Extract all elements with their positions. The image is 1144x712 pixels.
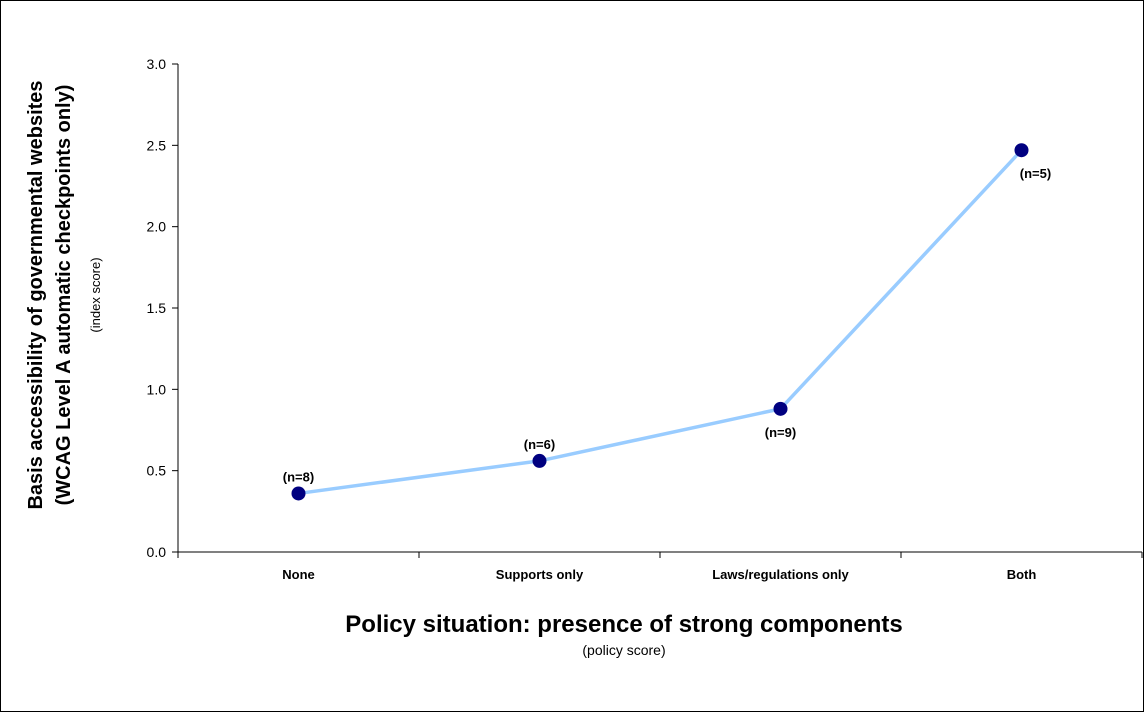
y-axis-subtitle: (index score) [88,257,103,332]
y-axis-ticks: 0.0 0.5 1.0 1.5 2.0 2.5 3.0 [147,56,178,560]
y-tick-label: 1.0 [147,381,167,397]
series-group: (n=8) (n=6) (n=9) (n=5) [283,143,1051,501]
x-category-label: Both [1007,567,1037,582]
data-point [1014,143,1029,158]
x-category-label: None [282,567,315,582]
y-tick-label: 0.0 [147,544,167,560]
y-tick-label: 0.5 [147,463,167,479]
data-point [291,486,306,501]
data-point [773,401,788,416]
data-label: (n=8) [283,469,314,484]
x-axis-subtitle: (policy score) [582,642,665,658]
data-label: (n=5) [1020,166,1051,181]
x-axis-title: Policy situation: presence of strong com… [345,611,902,638]
x-category-label: Laws/regulations only [712,567,849,582]
data-label: (n=6) [524,437,555,452]
data-point [532,453,547,468]
y-tick-label: 2.5 [147,137,167,153]
x-axis-ticks: None Supports only Laws/regulations only Bo… [177,552,1143,582]
y-tick-label: 2.0 [147,219,167,235]
y-axis-title-line2: (WCAG Level A automatic checkpoints only… [53,85,75,506]
y-axis-title-line1: Basis accessibility of governmental webs… [25,80,47,509]
x-category-label: Supports only [496,567,584,582]
y-tick-label: 3.0 [147,56,167,72]
series-line [298,149,1023,496]
data-label: (n=9) [765,425,796,440]
y-tick-label: 1.5 [147,300,167,316]
